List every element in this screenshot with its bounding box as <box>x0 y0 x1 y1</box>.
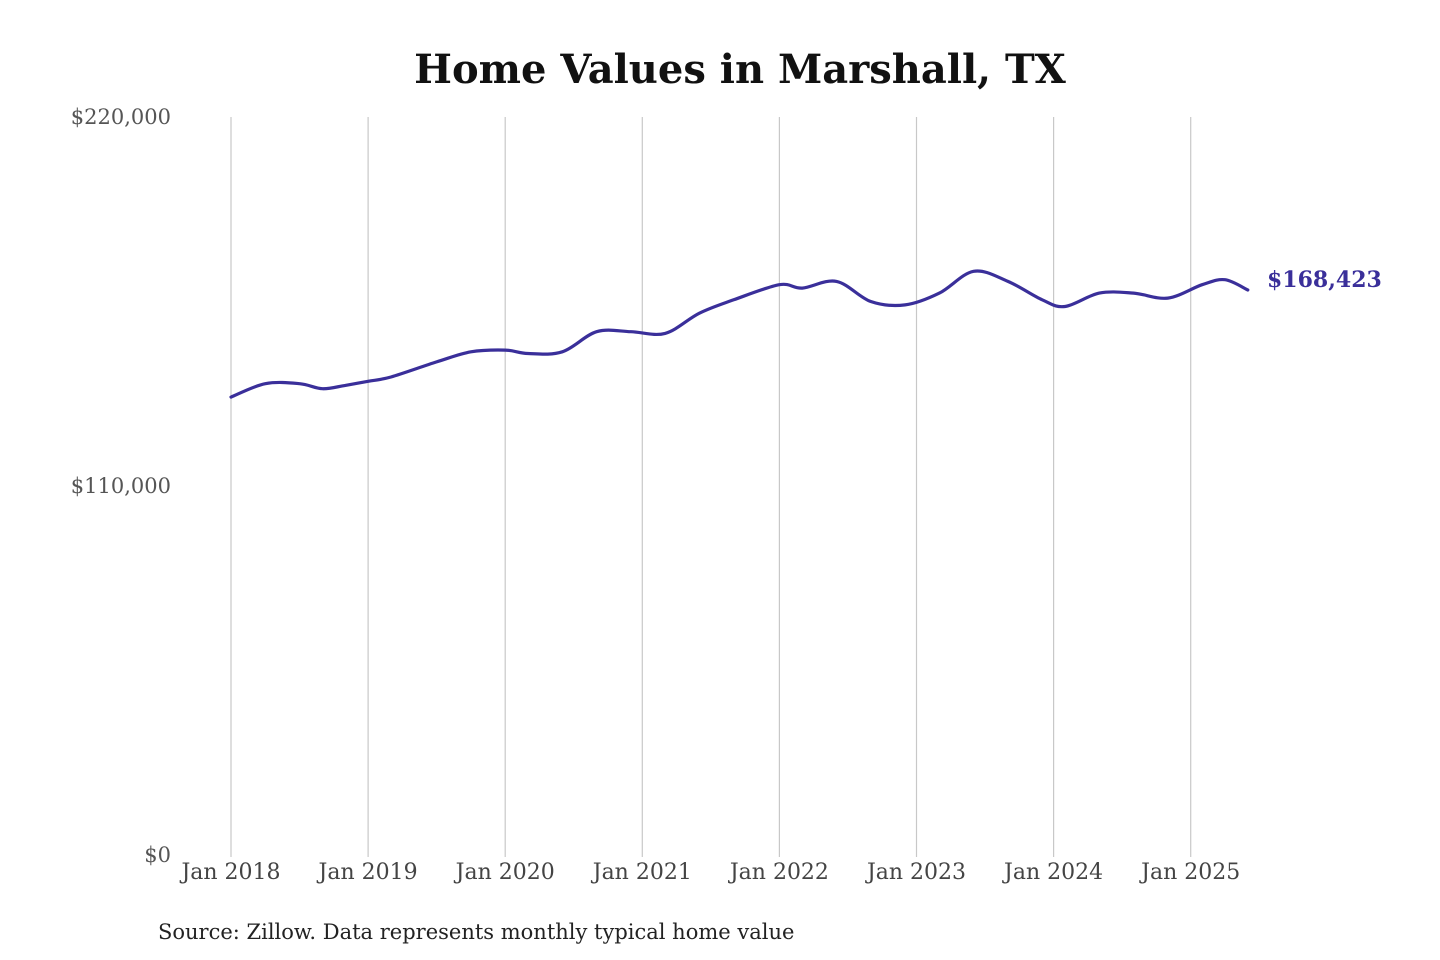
x-tick-label: Jan 2020 <box>454 860 555 885</box>
x-tick-label: Jan 2023 <box>865 860 966 885</box>
x-axis-ticks: Jan 2018 Jan 2019 Jan 2020 Jan 2021 Jan 2022… <box>179 860 1240 885</box>
x-tick-label: Jan 2021 <box>591 860 692 885</box>
x-tick-label: Jan 2019 <box>317 860 418 885</box>
source-note: Source: Zillow. Data represents monthly … <box>158 920 794 944</box>
gridlines <box>230 117 1192 857</box>
series-layer <box>229 269 1250 399</box>
x-tick-label: Jan 2022 <box>728 860 829 885</box>
x-tick-label: Jan 2025 <box>1139 860 1240 885</box>
x-tick-label: Jan 2024 <box>1002 860 1103 885</box>
y-tick-label: $220,000 <box>71 105 171 129</box>
chart-title: Home Values in Marshall, TX <box>414 46 1066 93</box>
y-tick-label: $0 <box>144 843 171 867</box>
end-value-label: $168,423 <box>1267 267 1382 293</box>
y-tick-label: $110,000 <box>71 474 171 498</box>
y-axis-ticks: $0 $110,000 $220,000 <box>71 105 171 867</box>
x-tick-label: Jan 2018 <box>179 860 280 885</box>
series-line <box>229 269 1250 399</box>
